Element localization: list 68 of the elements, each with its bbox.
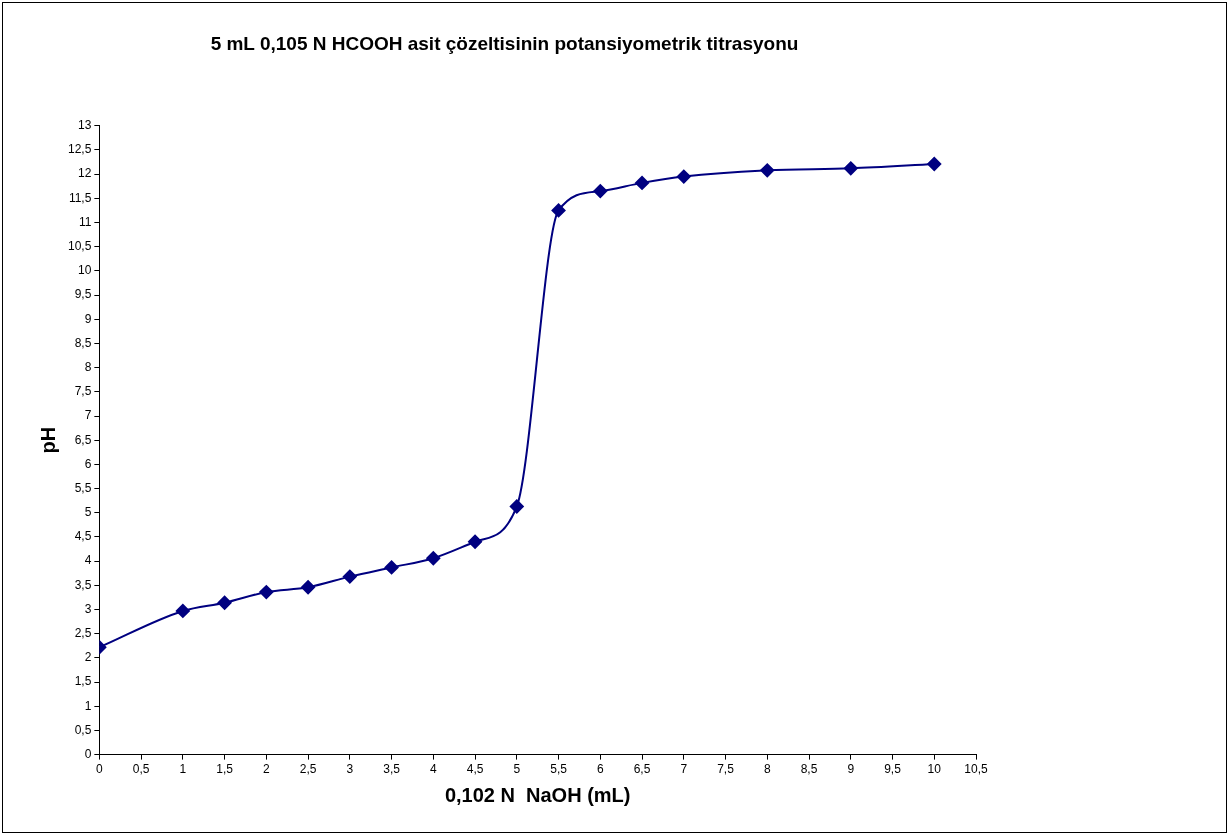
point: [843, 161, 858, 176]
y-tick-label: 6: [84, 456, 92, 471]
y-tick-label: 0: [84, 746, 92, 761]
y-tick-label: 10,5: [68, 239, 92, 254]
y-tick-label: 7,5: [74, 384, 92, 399]
point: [593, 184, 608, 199]
x-tick-label: 3,5: [383, 762, 401, 777]
y-tick-label: 8,5: [74, 335, 92, 350]
point: [217, 595, 232, 610]
x-tick-label: 6,5: [633, 762, 651, 777]
x-tick-label: 0,5: [132, 762, 150, 777]
y-tick-label: 12,5: [68, 142, 92, 157]
y-tick-label: 8: [84, 359, 92, 374]
x-tick-label: 7,5: [717, 762, 735, 777]
x-tick-label: 4: [429, 762, 437, 777]
x-tick-label: 5: [513, 762, 521, 777]
y-axis-title: pH: [36, 426, 59, 454]
x-tick-label: 2: [262, 762, 270, 777]
x-tick-label: 1: [179, 762, 187, 777]
y-tick-label: 3: [84, 601, 92, 616]
x-tick-label: 1,5: [216, 762, 234, 777]
x-tick-label: 6: [596, 762, 604, 777]
point: [175, 603, 190, 618]
point: [301, 580, 316, 595]
y-tick-label: 2: [84, 650, 92, 665]
x-axis-title: 0,102 N NaOH (mL): [444, 783, 631, 806]
y-tick-label: 4: [84, 553, 92, 568]
point: [509, 499, 524, 514]
x-tick-label: 10,5: [964, 762, 988, 777]
y-tick-label: 3,5: [74, 577, 92, 592]
y-tick-label: 9: [84, 311, 92, 326]
y-tick-label: 10: [78, 263, 92, 278]
x-tick-label: 10: [927, 762, 942, 777]
x-tick-label: 4,5: [466, 762, 484, 777]
point: [384, 560, 399, 575]
x-tick-label: 8,5: [800, 762, 818, 777]
x-tick-label: 9: [847, 762, 855, 777]
chart-title: 5 mL 0,105 N HCOOH asit çözeltisinin potansiyometrik titrasyonu: [210, 32, 799, 54]
point: [760, 163, 775, 178]
y-tick-label: 4,5: [74, 529, 92, 544]
y-tick-label: 11,5: [68, 190, 92, 205]
x-tick-label: 2,5: [299, 762, 317, 777]
y-tick-label: 1: [84, 698, 92, 713]
y-tick-label: 7: [84, 408, 92, 423]
point: [426, 551, 441, 566]
point: [927, 157, 942, 172]
y-tick-label: 0,5: [74, 722, 92, 737]
x-tick-label: 3: [346, 762, 354, 777]
x-tick-label: 9,5: [884, 762, 902, 777]
y-tick-label: 9,5: [74, 287, 92, 302]
y-tick-label: 1,5: [74, 674, 92, 689]
point: [635, 175, 650, 190]
x-tick-label: 5,5: [550, 762, 568, 777]
point: [676, 169, 691, 184]
y-tick-label: 6,5: [74, 432, 92, 447]
x-tick-label: 0: [96, 762, 104, 777]
point: [259, 585, 274, 600]
x-tick-label: 7: [680, 762, 688, 777]
point: [342, 569, 357, 584]
y-tick-label: 12: [78, 166, 92, 181]
y-tick-label: 11: [78, 214, 92, 229]
y-tick-label: 5: [84, 505, 92, 520]
x-tick-label: 8: [763, 762, 771, 777]
point: [468, 534, 483, 549]
y-tick-label: 13: [78, 118, 92, 133]
y-tick-label: 2,5: [74, 625, 92, 640]
point: [551, 203, 566, 218]
y-tick-label: 5,5: [74, 480, 92, 495]
